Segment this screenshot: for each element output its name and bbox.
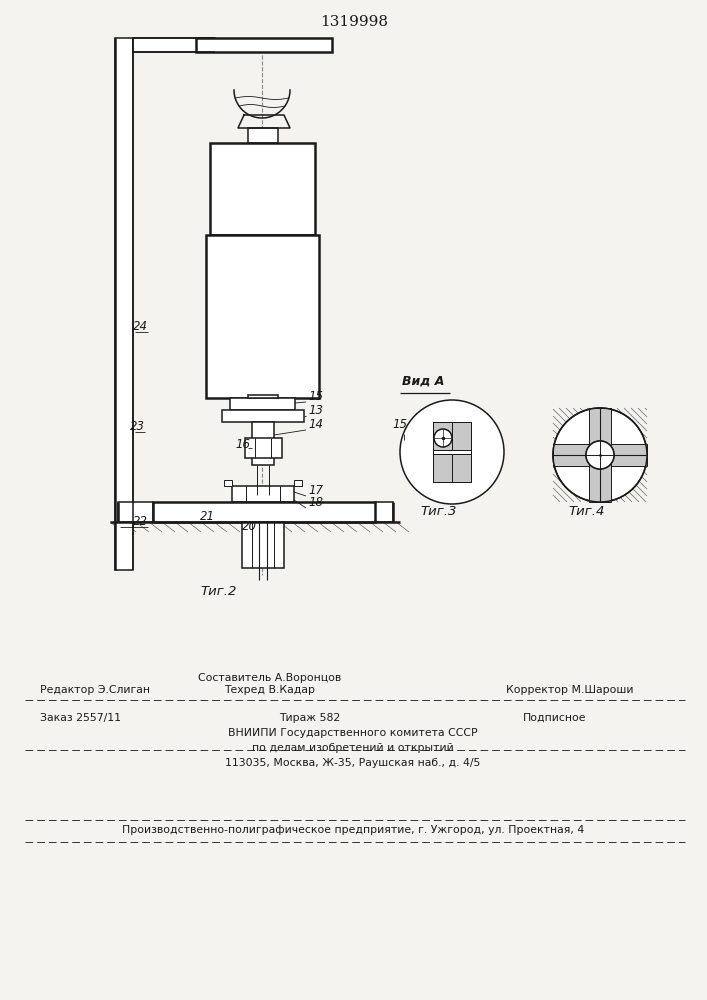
Text: 15: 15 <box>392 418 407 431</box>
Text: Тираж 582: Тираж 582 <box>279 713 341 723</box>
Text: 18: 18 <box>308 496 323 509</box>
Bar <box>248 128 278 143</box>
Text: Составитель А.Воронцов: Составитель А.Воронцов <box>199 673 341 683</box>
Text: 21: 21 <box>200 510 215 523</box>
Bar <box>118 502 153 522</box>
Text: 14: 14 <box>308 418 323 431</box>
Bar <box>133 38 215 52</box>
Text: 20: 20 <box>242 520 257 533</box>
Text: Производственно-полиграфическое предприятие, г. Ужгород, ул. Проектная, 4: Производственно-полиграфическое предприя… <box>122 825 584 835</box>
Bar <box>222 410 304 422</box>
Text: Редактор Э.Слиган: Редактор Э.Слиган <box>40 685 150 695</box>
Bar <box>210 143 315 235</box>
Bar <box>245 438 282 458</box>
Circle shape <box>586 441 614 469</box>
Text: ВНИИПИ Государственного комитета СССР: ВНИИПИ Государственного комитета СССР <box>228 728 478 738</box>
Text: Τиг.2: Τиг.2 <box>200 585 236 598</box>
Bar <box>153 502 375 522</box>
Text: 13: 13 <box>308 404 323 417</box>
Text: 24: 24 <box>133 320 148 333</box>
Text: 1319998: 1319998 <box>320 15 388 29</box>
Text: 15: 15 <box>308 390 323 403</box>
Text: Подписное: Подписное <box>523 713 587 723</box>
Bar <box>433 422 471 482</box>
Text: Заказ 2557/11: Заказ 2557/11 <box>40 713 120 723</box>
Circle shape <box>434 429 452 447</box>
Bar <box>242 522 284 568</box>
Bar <box>224 480 232 486</box>
Circle shape <box>400 400 504 504</box>
Text: 22: 22 <box>133 515 148 528</box>
Bar <box>252 422 274 465</box>
Bar <box>206 235 319 398</box>
Bar <box>196 38 332 52</box>
Polygon shape <box>433 454 471 482</box>
Text: Корректор М.Шароши: Корректор М.Шароши <box>506 685 633 695</box>
Bar <box>375 502 393 522</box>
Bar <box>553 444 647 466</box>
Bar <box>230 398 295 410</box>
Text: Τиг.3: Τиг.3 <box>420 505 457 518</box>
Bar <box>232 486 294 502</box>
Circle shape <box>586 441 614 469</box>
Bar <box>115 38 133 570</box>
Text: 113035, Москва, Ж-35, Раушская наб., д. 4/5: 113035, Москва, Ж-35, Раушская наб., д. … <box>226 758 481 768</box>
Text: Техред В.Кадар: Техред В.Кадар <box>225 685 315 695</box>
Bar <box>452 422 471 450</box>
Bar <box>294 480 302 486</box>
Text: 17: 17 <box>308 484 323 497</box>
Bar <box>433 422 452 450</box>
Text: по делам изобретений и открытий: по делам изобретений и открытий <box>252 743 454 753</box>
Bar <box>248 395 278 398</box>
Text: 23: 23 <box>130 420 145 433</box>
Circle shape <box>553 408 647 502</box>
Text: 16: 16 <box>235 438 250 451</box>
Text: Τиг.4: Τиг.4 <box>568 505 604 518</box>
Bar <box>589 408 611 502</box>
Text: Вид A: Вид A <box>402 375 445 388</box>
